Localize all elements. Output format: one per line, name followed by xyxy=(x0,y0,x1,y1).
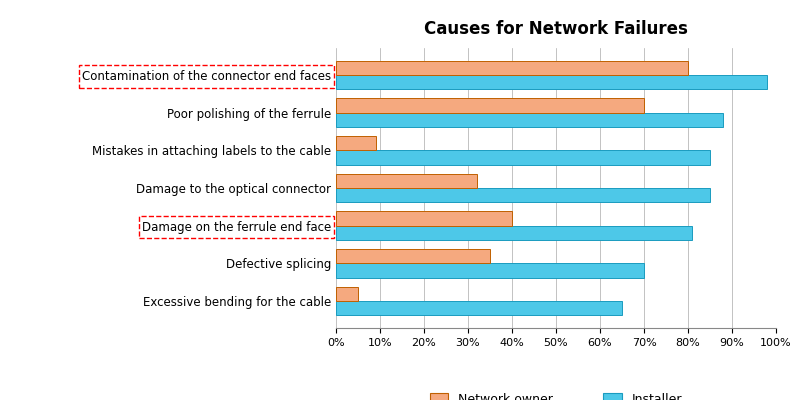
Bar xyxy=(336,301,622,315)
Bar xyxy=(336,188,710,202)
Bar xyxy=(336,113,723,127)
Bar xyxy=(336,263,644,278)
Title: Causes for Network Failures: Causes for Network Failures xyxy=(424,20,688,38)
Bar xyxy=(336,98,644,113)
Bar xyxy=(336,249,490,263)
Bar xyxy=(336,211,512,226)
Bar xyxy=(336,61,688,75)
Bar xyxy=(336,75,767,89)
Bar xyxy=(336,174,477,188)
Bar xyxy=(336,150,710,165)
Bar xyxy=(336,136,376,150)
Bar xyxy=(336,226,693,240)
Bar xyxy=(336,287,358,301)
Legend: Network owner, Installer: Network owner, Installer xyxy=(425,388,687,400)
